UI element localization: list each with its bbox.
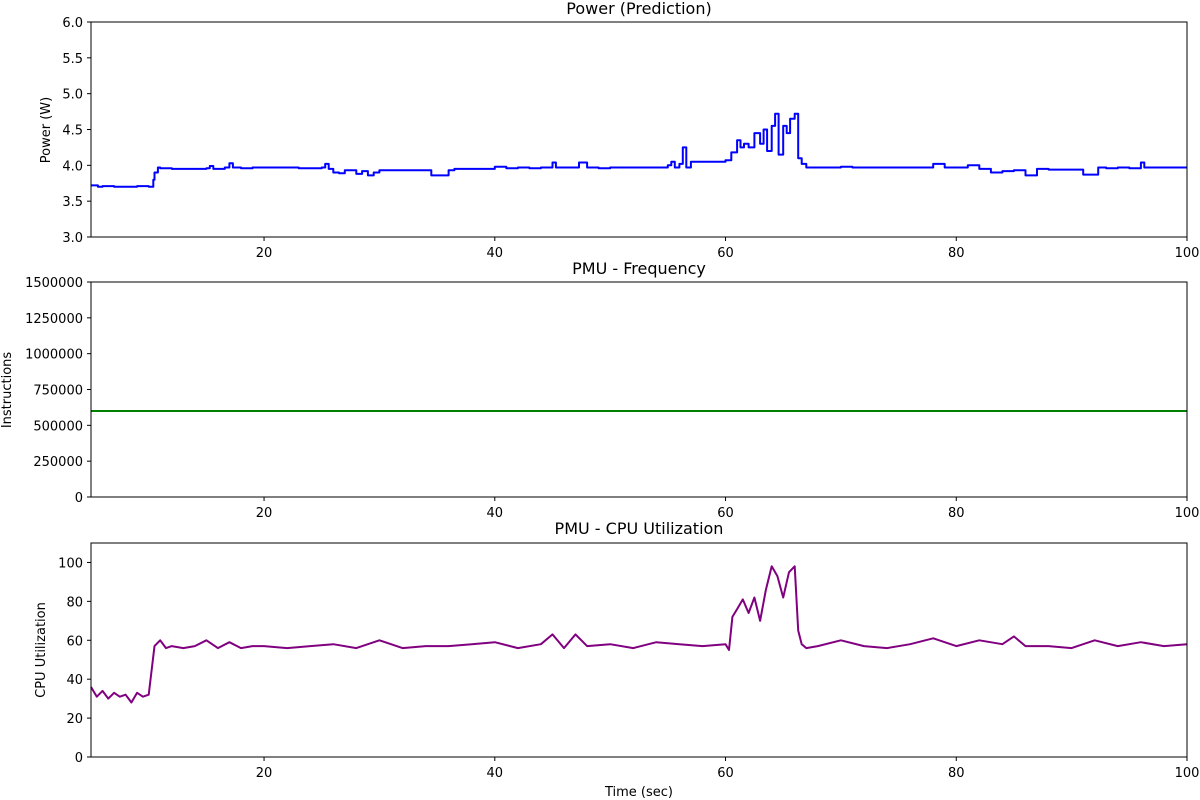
chart-power-ticks: 20 40 60 80 100 3.0 3.5 4.0 4.5 5.0 5.5 6.0 [62, 16, 1199, 261]
chart-frequency-ticks: 20 40 60 80 100 0 250000 500000 750000 1000000 125… [25, 276, 1199, 521]
chart-frequency-title: PMU - Frequency [572, 259, 706, 278]
chart-frequency-ytick-label: 1000000 [25, 348, 83, 363]
chart-power: Power (Prediction) Power (W) 20 40 60 80 100… [39, 0, 1199, 261]
chart-frequency-xtick-label: 60 [717, 506, 734, 521]
chart-frequency-ylabel: Instructions [0, 352, 15, 429]
chart-power-ytick-label: 3.0 [62, 231, 83, 246]
chart-cpu-series-line [90, 565, 1188, 704]
chart-cpu-xtick-label: 20 [256, 766, 273, 781]
chart-cpu-xtick-label: 100 [1175, 766, 1200, 781]
chart-cpu-ytick-label: 100 [58, 556, 83, 571]
chart-cpu-ytick-label: 80 [66, 595, 83, 610]
chart-power-ytick-label: 4.0 [62, 159, 83, 174]
chart-power-xtick-label: 20 [256, 246, 273, 261]
chart-power-frame [90, 21, 1188, 238]
chart-frequency-xtick-label: 20 [256, 506, 273, 521]
chart-frequency-ytick-label: 500000 [33, 419, 83, 434]
chart-frequency-xtick-label: 40 [487, 506, 504, 521]
chart-power-xtick-label: 80 [948, 246, 965, 261]
chart-cpu-ytick-label: 0 [75, 751, 83, 766]
chart-cpu: PMU - CPU Utilization CPU Utilization Ti… [34, 519, 1199, 800]
chart-cpu-xtick-label: 80 [948, 766, 965, 781]
chart-frequency-frame [90, 281, 1188, 498]
chart-cpu-series [90, 565, 1188, 704]
chart-power-xtick-label: 40 [487, 246, 504, 261]
chart-cpu-ticks: 20 40 60 80 100 0 20 40 60 80 100 [58, 556, 1199, 781]
chart-power-ytick-label: 5.0 [62, 88, 83, 103]
chart-power-series [91, 112, 1187, 188]
chart-cpu-ytick-label: 60 [66, 634, 83, 649]
chart-frequency-ytick-label: 1500000 [25, 276, 83, 291]
chart-cpu-ytick-label: 40 [66, 673, 83, 688]
chart-frequency-ytick-label: 750000 [33, 384, 83, 399]
chart-frequency: PMU - Frequency Instructions 20 40 60 80 100… [0, 259, 1199, 521]
chart-frequency-ytick-label: 0 [75, 491, 83, 506]
chart-cpu-xtick-label: 40 [487, 766, 504, 781]
chart-cpu-title: PMU - CPU Utilization [555, 519, 724, 538]
chart-cpu-ytick-label: 20 [66, 712, 83, 727]
chart-power-series-line [91, 112, 1187, 188]
chart-power-ytick-label: 3.5 [62, 195, 83, 210]
chart-power-ylabel: Power (W) [39, 97, 54, 163]
chart-power-ytick-label: 5.5 [62, 52, 83, 67]
chart-frequency-xtick-label: 100 [1175, 506, 1200, 521]
chart-power-xtick-label: 100 [1175, 246, 1200, 261]
chart-frequency-ytick-label: 250000 [33, 455, 83, 470]
chart-cpu-xtick-label: 60 [717, 766, 734, 781]
chart-power-ytick-label: 6.0 [62, 16, 83, 31]
chart-power-ytick-label: 4.5 [62, 124, 83, 139]
chart-power-xtick-label: 60 [717, 246, 734, 261]
chart-cpu-frame [90, 542, 1188, 758]
chart-power-title: Power (Prediction) [566, 0, 711, 18]
chart-frequency-xtick-label: 80 [948, 506, 965, 521]
chart-cpu-xlabel: Time (sec) [604, 785, 673, 800]
chart-cpu-ylabel: CPU Utilization [34, 602, 49, 698]
chart-frequency-ytick-label: 1250000 [25, 312, 83, 327]
